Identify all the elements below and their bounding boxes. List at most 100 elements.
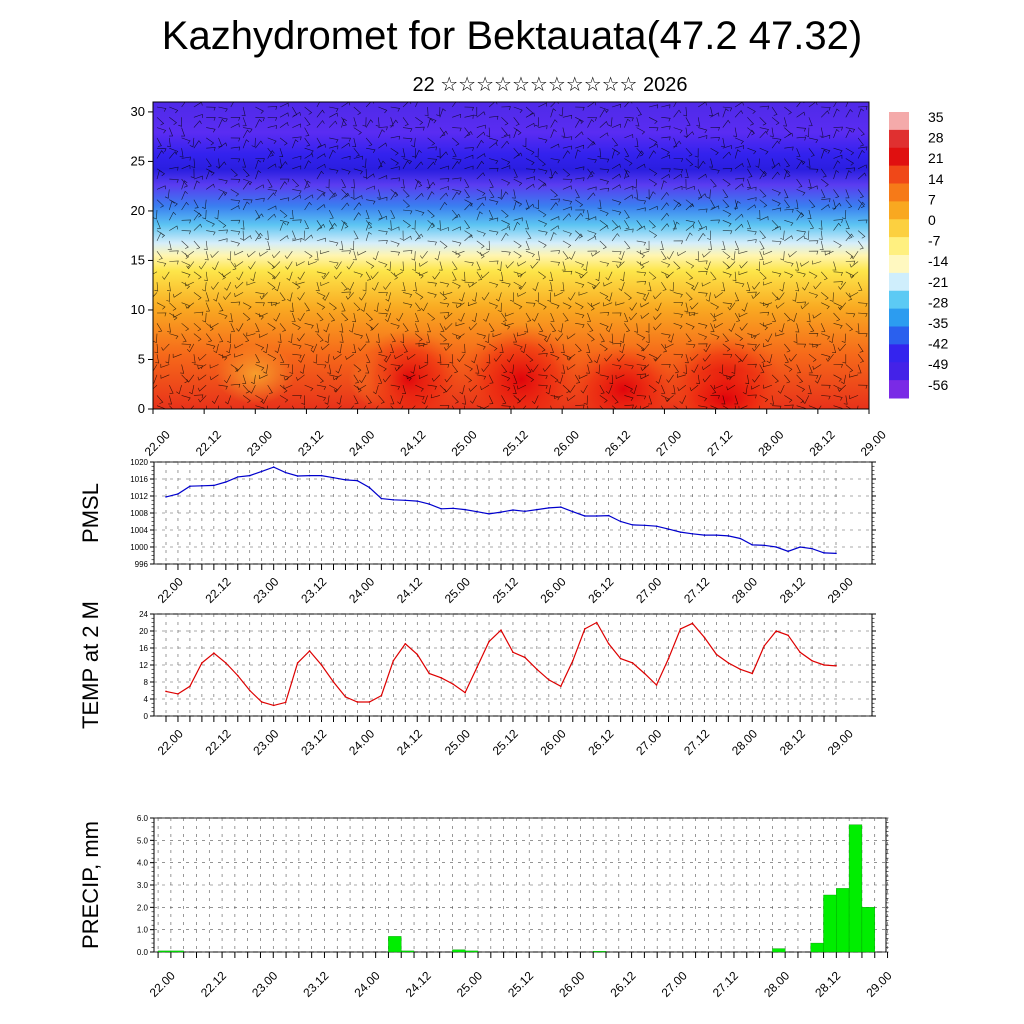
chart-title: Kazhydromet for Bektauata(47.2 47.32) [161, 14, 863, 58]
x-tick-label: 25.00 [442, 726, 473, 757]
cross-section-heatmap: 0 5 10 15 20 25 30 22.00 22.12 23.00 23.12 24.00 24.… [131, 101, 889, 459]
x-tick-label: 27.00 [633, 574, 664, 605]
x-tick-label: 23.12 [298, 726, 329, 757]
x-tick-label: 23.00 [250, 574, 281, 605]
heatmap-y-tick-label: 10 [131, 302, 145, 317]
x-tick-label: 28.00 [729, 726, 760, 757]
x-tick-label: 24.00 [352, 968, 383, 999]
x-tick-label: 26.12 [585, 574, 616, 605]
data-point [619, 657, 622, 660]
colorbar-swatch [889, 272, 909, 292]
colorbar-label: 0 [928, 212, 936, 228]
x-tick-label: 26.12 [607, 968, 638, 999]
x-tick-label: 23.00 [250, 726, 281, 757]
data-point [392, 659, 395, 662]
y-tick-label: 1020 [130, 458, 148, 467]
x-tick-label: 28.00 [729, 574, 760, 605]
data-point [583, 515, 586, 517]
data-point [284, 471, 287, 474]
heatmap-x-tick-label: 29.00 [858, 427, 889, 458]
data-point [476, 666, 478, 668]
precip-bar [823, 894, 837, 953]
x-tick-label: 29.00 [825, 574, 856, 605]
data-point [655, 525, 658, 527]
y-tick-label: 20 [139, 627, 148, 636]
data-point [512, 651, 514, 654]
precip-bar [465, 950, 479, 953]
data-point [823, 664, 825, 666]
data-point [571, 659, 574, 662]
precip-bar [401, 950, 415, 953]
x-tick-label: 23.00 [249, 968, 280, 999]
chart-subtitle: 22 ☆☆☆☆☆☆☆☆☆☆☆ 2026 [412, 74, 688, 96]
data-point [703, 636, 706, 639]
precip-bar [836, 888, 850, 953]
x-tick-label: 25.00 [442, 574, 473, 605]
y-axis-label: PMSL [78, 483, 103, 543]
y-tick-label: 12 [139, 661, 148, 670]
data-point [679, 531, 682, 533]
data-point [332, 681, 335, 683]
data-point [536, 668, 538, 671]
colorbar-swatch [889, 380, 909, 399]
colorbar-swatch [889, 290, 909, 310]
heatmap-x-tick-label: 27.12 [704, 427, 735, 458]
data-point [727, 662, 730, 664]
data-point [404, 499, 407, 502]
heatmap-y-tick-label: 20 [131, 203, 145, 218]
data-point [416, 653, 419, 656]
data-point [440, 507, 442, 510]
data-point [703, 534, 706, 536]
data-point [691, 533, 694, 535]
data-point [739, 668, 742, 671]
heatmap-x-tick-label: 25.00 [449, 427, 480, 458]
heatmap-warm-core [568, 344, 679, 409]
data-point [356, 479, 359, 482]
data-point [308, 474, 311, 477]
data-point [607, 642, 610, 645]
data-point [595, 515, 598, 517]
x-tick-label: 26.12 [585, 726, 616, 757]
y-tick-label: 4 [144, 695, 149, 704]
colorbar-label: -49 [928, 356, 948, 372]
x-tick-label: 28.00 [761, 968, 792, 999]
data-point [560, 685, 562, 688]
data-point [165, 496, 167, 498]
x-tick-label: 25.00 [454, 968, 485, 999]
colorbar-label: 21 [928, 150, 944, 166]
x-tick-label: 22.00 [155, 574, 186, 605]
data-point [165, 690, 167, 693]
colorbar-swatch [889, 129, 909, 149]
data-point [260, 701, 263, 703]
data-point [500, 511, 502, 513]
data-point [751, 544, 754, 546]
data-point [763, 645, 766, 647]
y-tick-label: 6.0 [137, 814, 149, 823]
x-tick-label: 24.00 [346, 726, 377, 757]
data-point [248, 474, 251, 477]
heatmap-x-tick-label: 23.12 [295, 427, 326, 458]
colorbar-swatch [889, 237, 909, 256]
heatmap-y-tick-label: 25 [131, 153, 145, 168]
data-point [392, 499, 395, 501]
colorbar-label: 14 [928, 171, 944, 187]
x-tick-label: 25.12 [490, 726, 521, 757]
y-tick-label: 16 [139, 644, 148, 653]
heatmap-x-tick-label: 23.00 [244, 427, 275, 458]
data-point [488, 513, 490, 515]
data-point [344, 696, 347, 698]
heatmap-warm-core [675, 369, 776, 409]
colorbar-swatch [889, 255, 909, 274]
data-point [344, 479, 347, 481]
data-point [548, 507, 550, 509]
colorbar-swatch [889, 147, 909, 167]
data-point [835, 552, 837, 555]
data-point [583, 628, 586, 630]
heatmap-x-tick-label: 22.00 [142, 427, 173, 458]
data-point [177, 493, 179, 495]
heatmap-y-tick-label: 30 [131, 104, 145, 119]
data-point [787, 634, 789, 637]
colorbar-label: -28 [928, 294, 948, 310]
data-point [643, 672, 646, 675]
